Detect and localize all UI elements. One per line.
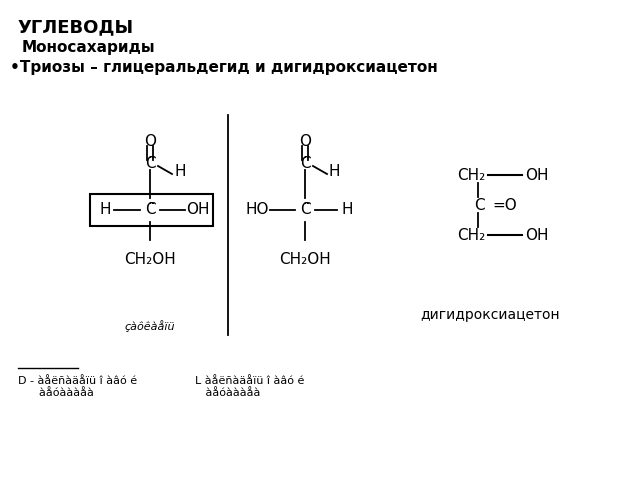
- Bar: [90, 194, 213, 226]
- Text: УГЛЕВОДЫ: УГЛЕВОДЫ: [18, 18, 134, 36]
- Text: OH: OH: [525, 168, 548, 182]
- Text: •Триозы – глицеральдегид и дигидроксиацетон: •Триозы – глицеральдегид и дигидроксиаце…: [10, 60, 438, 75]
- Text: C̃: C̃: [300, 156, 310, 171]
- Text: H: H: [99, 203, 111, 217]
- Text: CH₂: CH₂: [457, 168, 485, 182]
- Text: H: H: [174, 165, 186, 180]
- Text: C: C: [474, 197, 485, 213]
- Text: CH₂OH: CH₂OH: [124, 252, 176, 267]
- Text: C̃: C̃: [300, 203, 310, 217]
- Text: H: H: [329, 165, 340, 180]
- Text: O: O: [299, 134, 311, 149]
- Text: çàôêàåïü: çàôêàåïü: [125, 320, 175, 332]
- Text: C̃: C̃: [145, 156, 156, 171]
- Text: CH₂: CH₂: [457, 228, 485, 242]
- Text: D - àåëñàäåïü î àâó é
      àåóàààåà: D - àåëñàäåïü î àâó é àåóàààåà: [18, 376, 137, 397]
- Text: OH: OH: [186, 203, 210, 217]
- Text: Моносахариды: Моносахариды: [22, 40, 156, 55]
- Text: HO: HO: [245, 203, 269, 217]
- Text: CH₂OH: CH₂OH: [279, 252, 331, 267]
- Text: C̃: C̃: [145, 203, 156, 217]
- Text: дигидроксиацетон: дигидроксиацетон: [420, 308, 560, 322]
- Text: L àåëñàäåïü î àâó é
   àåóàààåà: L àåëñàäåïü î àâó é àåóàààåà: [195, 376, 305, 397]
- Text: H: H: [341, 203, 353, 217]
- Text: O: O: [144, 134, 156, 149]
- Text: =O: =O: [492, 197, 516, 213]
- Text: OH: OH: [525, 228, 548, 242]
